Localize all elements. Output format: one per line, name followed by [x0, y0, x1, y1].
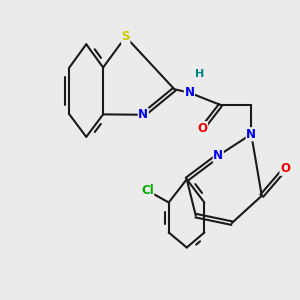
Text: N: N	[138, 108, 148, 121]
Text: Cl: Cl	[141, 184, 154, 197]
Text: N: N	[184, 86, 194, 99]
Text: O: O	[280, 162, 290, 175]
Text: H: H	[195, 69, 205, 79]
Text: N: N	[213, 149, 223, 162]
Text: S: S	[122, 30, 130, 43]
Text: N: N	[246, 128, 256, 141]
Text: O: O	[197, 122, 208, 135]
